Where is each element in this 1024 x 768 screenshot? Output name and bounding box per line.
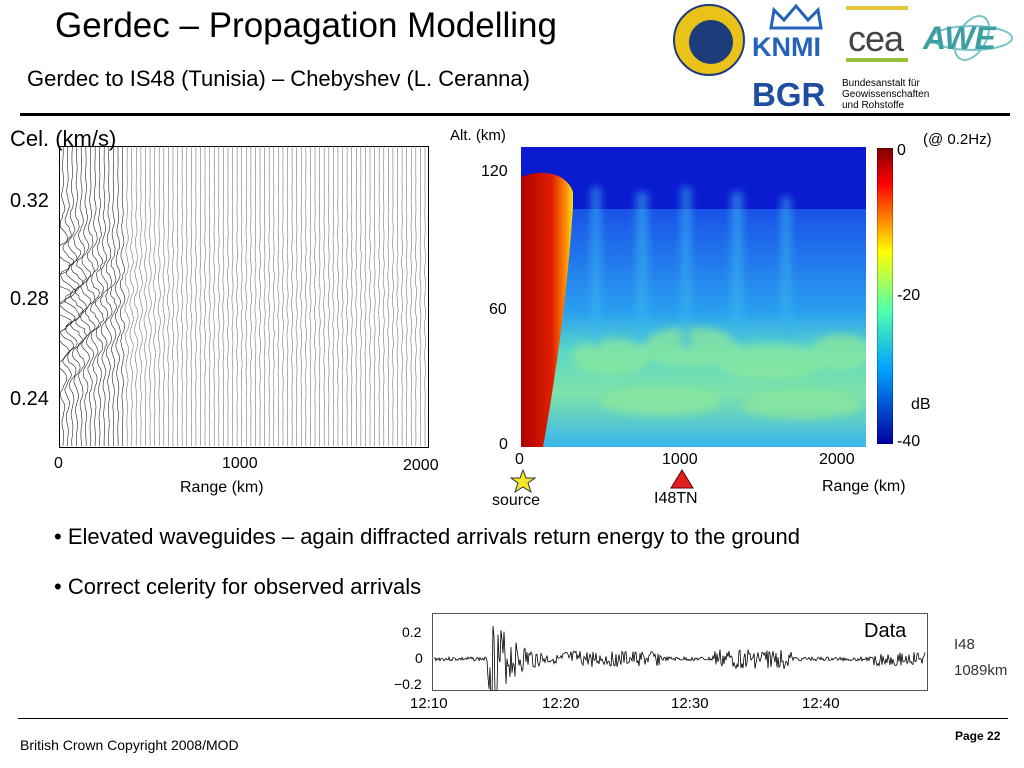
colorbar-tick-20: -20 — [897, 287, 921, 304]
range-tick-2000: 2000 — [403, 457, 439, 474]
recorded-waveform — [432, 613, 928, 691]
nrl-seal-logo — [673, 4, 745, 76]
wave-tick-zero: 0 — [415, 650, 423, 666]
page-number: Page 22 — [955, 729, 1001, 743]
celerity-tick-032: 0.32 — [10, 190, 49, 212]
cea-wordmark: cea — [848, 18, 904, 59]
cea-logo: cea — [846, 6, 912, 62]
range-tick-right-1000: 1000 — [662, 451, 698, 468]
awe-logo: AWE — [920, 12, 1016, 64]
page-subtitle: Gerdec to IS48 (Tunisia) – Chebyshev (L.… — [27, 66, 530, 91]
source-label: source — [492, 492, 541, 509]
range-axis-label-left: Range (km) — [180, 479, 264, 496]
celerity-tick-028: 0.28 — [10, 288, 49, 310]
bgr-line-1: Bundesanstalt für — [842, 78, 920, 89]
knmi-logo: KNMI — [752, 2, 842, 62]
colorbar-unit: dB — [911, 396, 931, 413]
waveform-station: I48 — [954, 636, 975, 653]
awe-wordmark: AWE — [923, 20, 996, 56]
bgr-line-2: Geowissenschaften — [842, 89, 930, 100]
wave-tick-neg: −0.2 — [394, 676, 422, 692]
altitude-tick-0: 0 — [499, 436, 508, 453]
range-tick-right-0: 0 — [515, 451, 524, 468]
colorbar-tick-40: -40 — [897, 433, 921, 450]
bgr-full-name: Bundesanstalt für Geowissenschaften und … — [842, 78, 929, 111]
footer-divider — [18, 718, 1008, 719]
range-tick-1000: 1000 — [222, 455, 258, 472]
wave-time-1210: 12:10 — [410, 695, 448, 712]
crown-icon — [769, 3, 823, 30]
bullet-celerity: • Correct celerity for observed arrivals — [54, 574, 422, 599]
db-colorbar — [877, 148, 893, 444]
bgr-line-3: und Rohstoffe — [842, 100, 905, 111]
synthetic-seismogram-section — [59, 146, 429, 448]
altitude-axis-label: Alt. (km) — [450, 127, 506, 144]
header-divider — [20, 113, 1010, 116]
range-tick-0: 0 — [54, 455, 63, 472]
waveform-data-label: Data — [864, 620, 907, 642]
transmission-loss-map — [521, 147, 866, 447]
colorbar-tick-0: 0 — [897, 142, 906, 159]
waveform-distance: 1089km — [954, 662, 1008, 679]
station-triangle-icon — [670, 469, 694, 489]
source-star-icon — [510, 469, 536, 493]
wave-time-1220: 12:20 — [542, 695, 580, 712]
page-title: Gerdec – Propagation Modelling — [55, 6, 557, 45]
wave-time-1230: 12:30 — [671, 695, 709, 712]
bgr-wordmark: BGR — [752, 76, 826, 113]
range-tick-right-2000: 2000 — [819, 451, 855, 468]
wave-tick-pos: 0.2 — [402, 624, 422, 640]
altitude-tick-120: 120 — [481, 163, 508, 180]
range-axis-label-right: Range (km) — [822, 478, 906, 495]
bullet-waveguides: • Elevated waveguides – again diffracted… — [54, 524, 800, 549]
knmi-wordmark: KNMI — [752, 32, 821, 62]
bgr-logo: BGR — [752, 76, 836, 113]
station-label: I48TN — [654, 490, 698, 507]
celerity-tick-024: 0.24 — [10, 388, 49, 410]
copyright-text: British Crown Copyright 2008/MOD — [20, 737, 239, 753]
altitude-tick-60: 60 — [489, 301, 507, 318]
frequency-label: (@ 0.2Hz) — [923, 131, 992, 148]
wave-time-1240: 12:40 — [802, 695, 840, 712]
